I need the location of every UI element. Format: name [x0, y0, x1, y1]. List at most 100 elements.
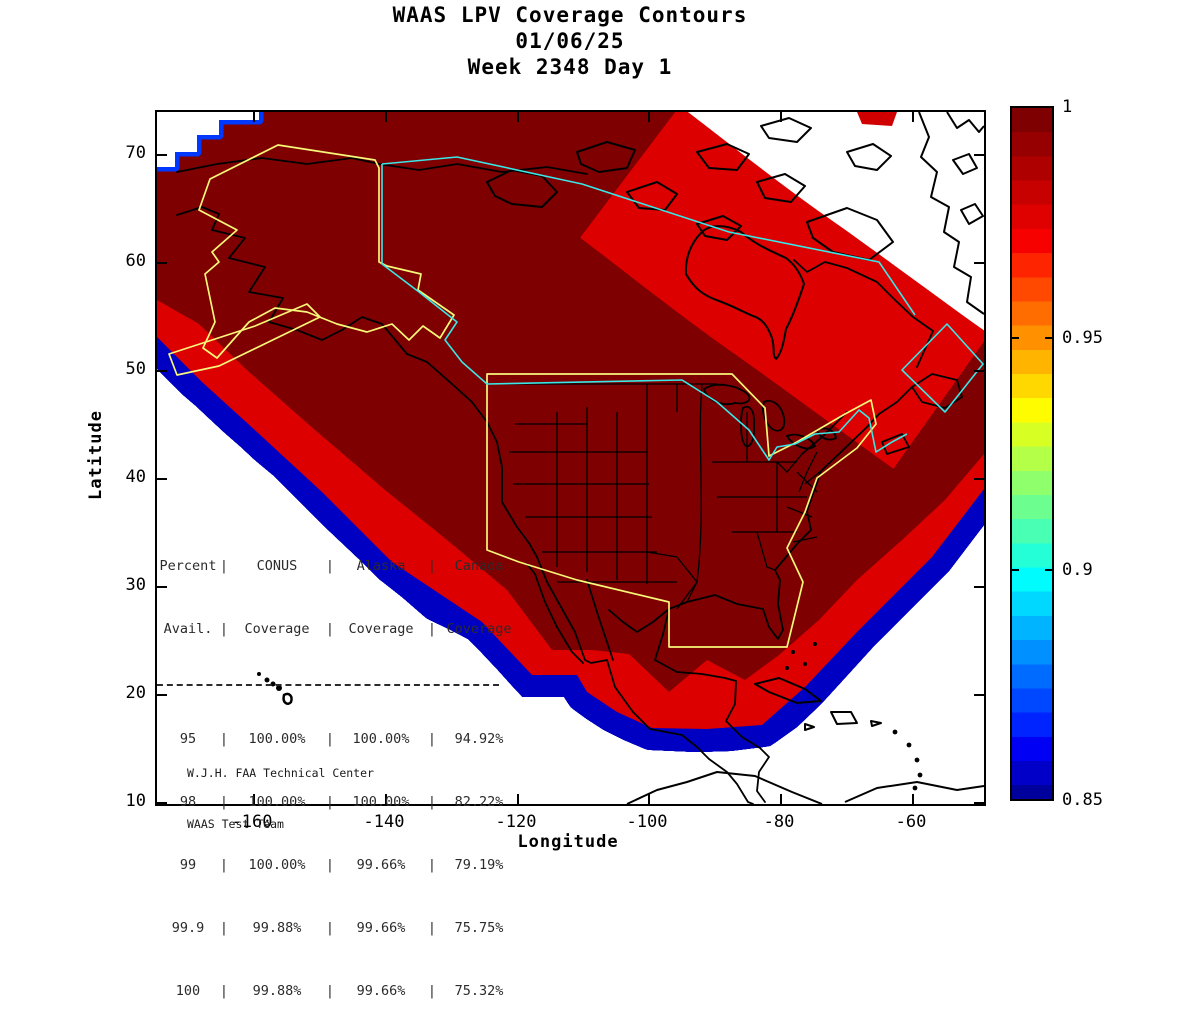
column-separator: |	[427, 983, 437, 999]
y-axis-title: Latitude	[86, 410, 106, 500]
column-separator: |	[325, 983, 335, 999]
figure-title-line3: Week 2348 Day 1	[467, 55, 673, 79]
colorbar-tick	[1045, 337, 1052, 339]
y-tick-label: 40	[125, 467, 146, 487]
table-header-cell: Coverage	[446, 621, 512, 637]
state-boundaries	[502, 383, 822, 610]
hudson-bay-outline	[684, 225, 806, 361]
y-tick-label: 60	[125, 251, 146, 271]
table-cell: 100.00%	[248, 794, 306, 810]
colorbar-tick	[1045, 569, 1052, 571]
column-separator: |	[219, 794, 229, 810]
greenland-coverage-patch	[857, 112, 897, 126]
colorbar-tick	[1012, 569, 1019, 571]
column-separator: |	[219, 558, 229, 574]
x-tick-label: -80	[763, 812, 795, 832]
colorbar-label-max: 1	[1062, 97, 1073, 117]
table-cell: 94.92%	[454, 731, 504, 747]
colorbar-label-min: 0.85	[1062, 790, 1103, 810]
figure-title: WAAS LPV Coverage Contours 01/06/25 Week…	[0, 2, 1140, 80]
arctic-border-line	[381, 156, 916, 316]
aleutian-boundary	[168, 303, 321, 376]
table-cell: 100.00%	[248, 857, 306, 873]
table-row: 98 | 100.00% | 100.00% | 82.22%	[157, 792, 521, 813]
table-cell: 95	[179, 731, 197, 747]
colorbar-label: 0.95	[1062, 328, 1103, 348]
colorbar-tick	[1012, 337, 1019, 339]
column-separator: |	[427, 857, 437, 873]
colorbar	[1010, 106, 1054, 801]
x-tick-label: -160	[231, 812, 273, 832]
figure-title-line1: WAAS LPV Coverage Contours	[392, 3, 748, 27]
column-separator: |	[325, 794, 335, 810]
column-separator: |	[325, 621, 335, 637]
table-row: 100 | 99.88% | 99.66% | 75.32%	[157, 981, 521, 1002]
colorbar-label: 0.9	[1062, 560, 1093, 580]
column-separator: |	[325, 558, 335, 574]
table-cell: 75.32%	[454, 983, 504, 999]
column-separator: |	[427, 621, 437, 637]
column-separator: |	[427, 920, 437, 936]
table-cell: 99	[179, 857, 197, 873]
table-cell: 100.00%	[352, 794, 410, 810]
caribbean-south-america	[626, 677, 984, 804]
table-row: 95 | 100.00% | 100.00% | 94.92%	[157, 729, 521, 750]
table-cell: 100.00%	[248, 731, 306, 747]
column-separator: |	[427, 558, 437, 574]
axis-tick-marks	[157, 112, 984, 804]
table-row: 99 | 100.00% | 99.66% | 79.19%	[157, 855, 521, 876]
table-cell: 100	[175, 983, 201, 999]
column-separator: |	[219, 857, 229, 873]
table-cell: 99.66%	[356, 983, 406, 999]
table-cell: 99.66%	[356, 857, 406, 873]
y-tick-label: 20	[125, 683, 146, 703]
table-header-cell: Canada	[454, 558, 504, 574]
northeast-no-data-region	[687, 112, 984, 331]
coverage-contour-map	[157, 112, 984, 804]
attribution-line1: W.J.H. FAA Technical Center	[187, 766, 374, 780]
topleft-no-data-region	[157, 112, 259, 167]
x-axis-title: Longitude	[517, 832, 619, 852]
x-tick-label: -120	[495, 812, 537, 832]
table-cell: 99.66%	[356, 920, 406, 936]
column-separator: |	[325, 731, 335, 747]
x-tick-label: -60	[895, 812, 927, 832]
y-tick-label: 30	[125, 575, 146, 595]
y-tick-label: 50	[125, 359, 146, 379]
waas-coverage-figure: { "title": { "line1": "WAAS LPV Coverage…	[0, 2, 1140, 999]
table-cell: 98	[179, 794, 197, 810]
attribution: W.J.H. FAA Technical Center WAAS Test Te…	[187, 731, 374, 850]
table-header-row-1: Percent | CONUS | Alaska | Canada	[157, 556, 521, 577]
table-cell: 75.75%	[454, 920, 504, 936]
table-cell: 79.19%	[454, 857, 504, 873]
table-header-cell: Avail.	[163, 621, 213, 637]
newfoundland-boundary	[901, 323, 984, 413]
table-cell: 82.22%	[454, 794, 504, 810]
column-separator: |	[219, 731, 229, 747]
alaska-boundary	[198, 144, 455, 359]
table-header-cell: Alaska	[356, 558, 406, 574]
table-cell: 99.9	[171, 920, 205, 936]
column-separator: |	[219, 621, 229, 637]
table-header-cell: CONUS	[256, 558, 298, 574]
column-separator: |	[219, 983, 229, 999]
column-separator: |	[427, 794, 437, 810]
column-separator: |	[325, 920, 335, 936]
x-tick-label: -100	[626, 812, 668, 832]
figure-title-line2: 01/06/25	[515, 29, 625, 53]
border-lines-cyan	[381, 156, 984, 461]
table-row: 99.9 | 99.88% | 99.66% | 75.75%	[157, 918, 521, 939]
island-dots	[785, 642, 923, 791]
map-plot-area	[155, 110, 986, 806]
table-cell: 100.00%	[352, 731, 410, 747]
attribution-line2: WAAS Test Team	[187, 817, 284, 831]
canada-border-line	[381, 164, 908, 461]
table-header-row-2: Avail. | Coverage | Coverage | Coverage	[157, 619, 521, 640]
y-tick-label: 70	[125, 143, 146, 163]
column-separator: |	[325, 857, 335, 873]
column-separator: |	[427, 731, 437, 747]
x-tick-label: -140	[363, 812, 405, 832]
table-cell: 99.88%	[252, 920, 302, 936]
table-header-cell: Percent	[159, 558, 217, 574]
table-header-cell: Coverage	[348, 621, 414, 637]
